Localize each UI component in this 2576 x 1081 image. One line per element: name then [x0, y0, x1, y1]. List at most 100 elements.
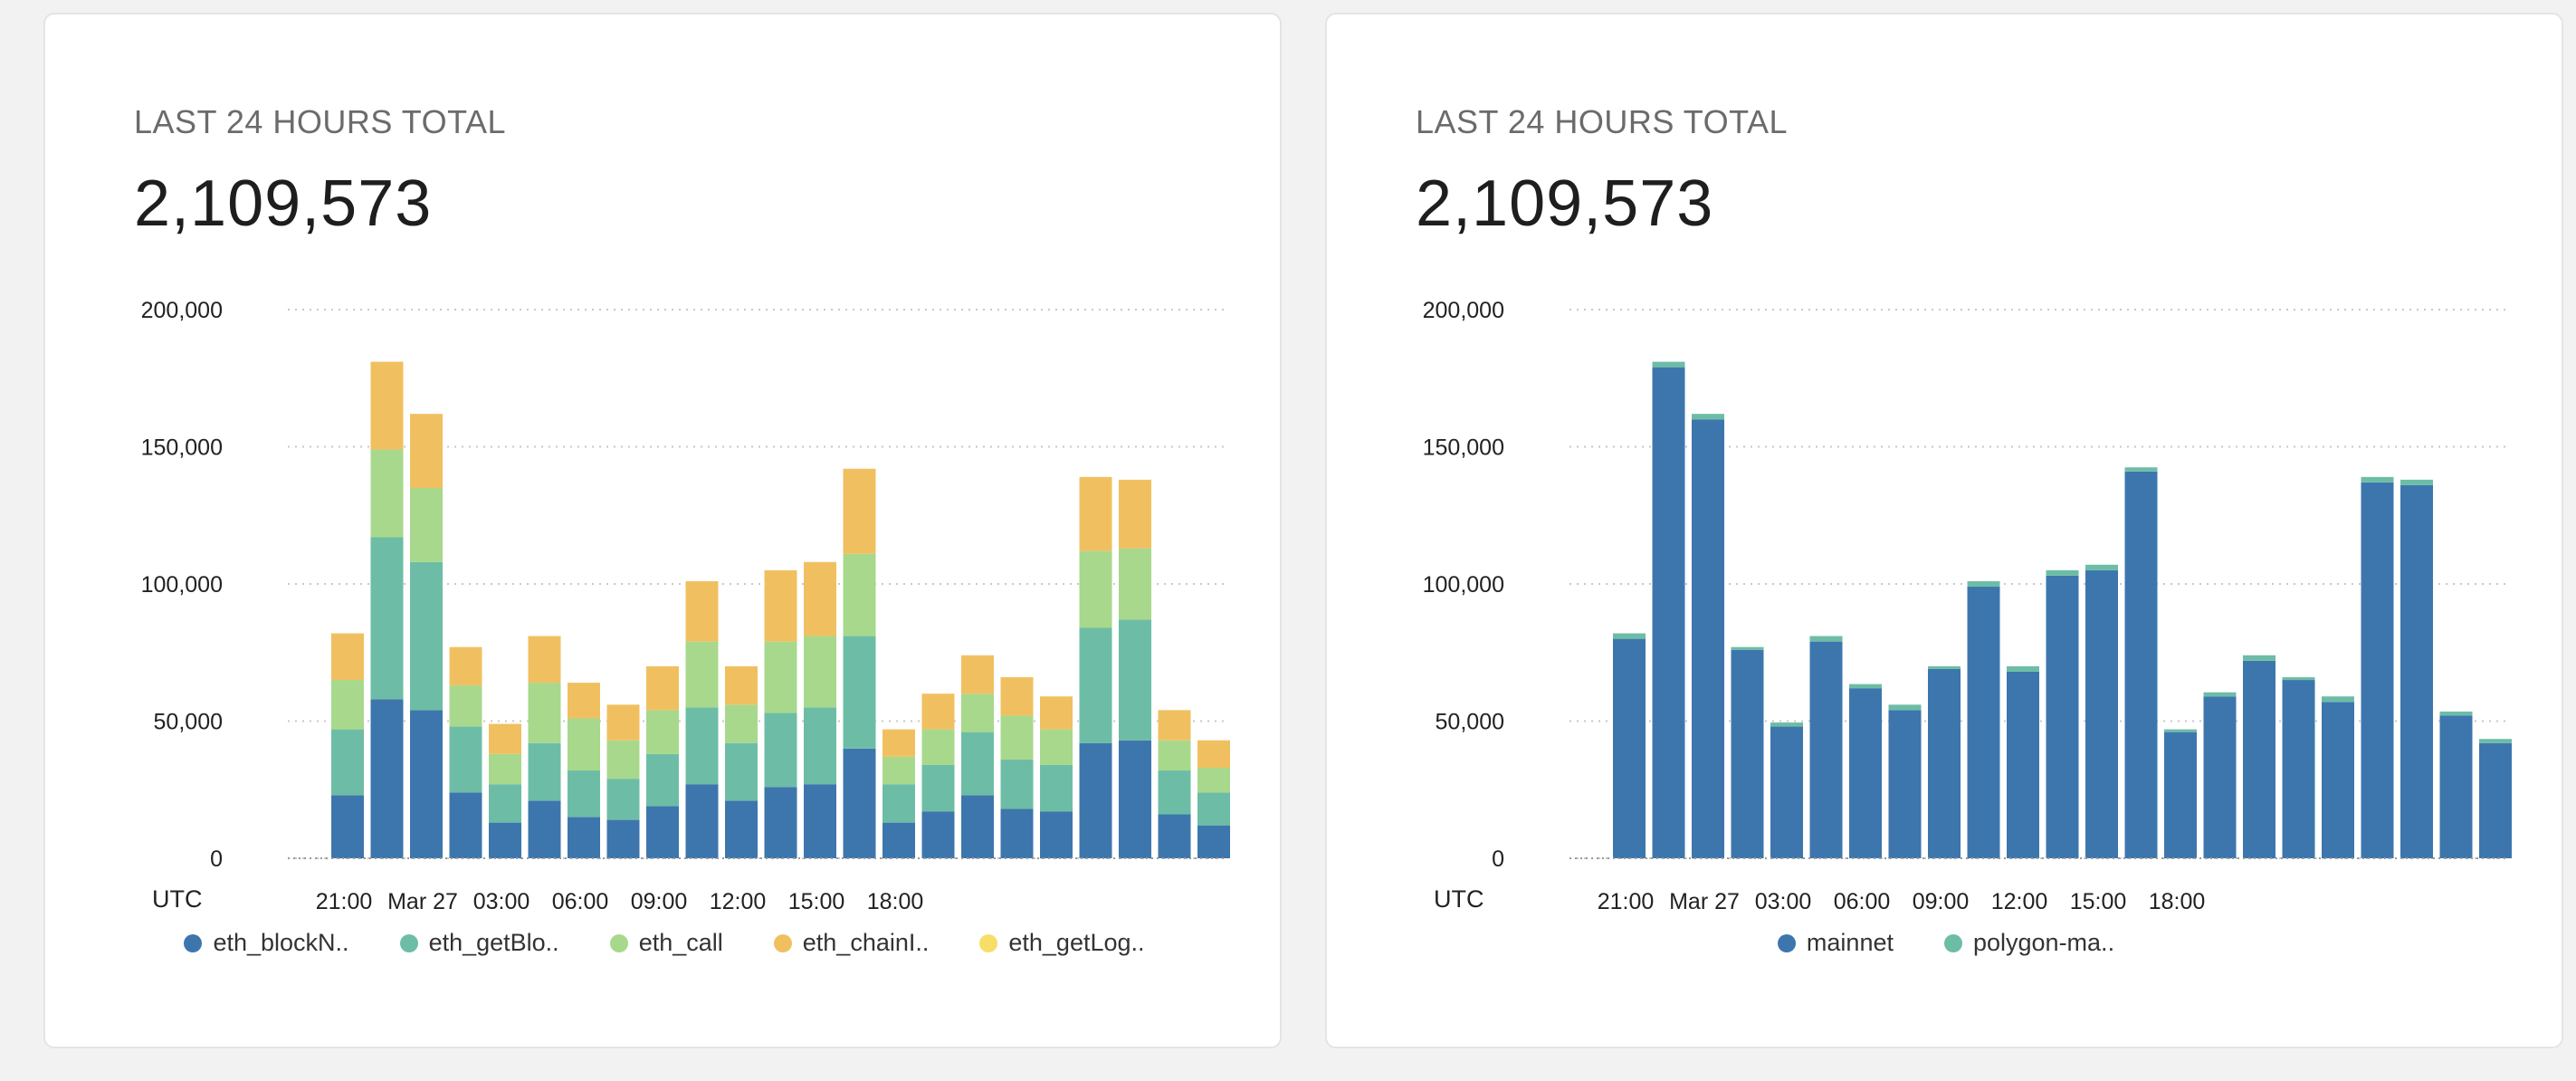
bar-segment-mainnet[interactable]	[1692, 419, 1724, 858]
bar-segment-polygon-ma-[interactable]	[2282, 677, 2315, 681]
bar-segment-eth-chaini-[interactable]	[685, 580, 719, 642]
bar-segment-eth-getblo-[interactable]	[1158, 770, 1191, 815]
bar-segment-mainnet[interactable]	[2203, 696, 2237, 858]
bar-segment-eth-chaini-[interactable]	[1040, 696, 1073, 730]
bar-segment-eth-getblo-[interactable]	[606, 779, 640, 820]
bar-segment-eth-chaini-[interactable]	[883, 729, 915, 757]
bar-segment-polygon-ma-[interactable]	[1652, 361, 1685, 368]
bar-segment-mainnet[interactable]	[2085, 569, 2118, 858]
bar-segment-eth-blockn-[interactable]	[685, 784, 719, 858]
legend-item[interactable]: eth_getBlo..	[399, 929, 559, 957]
bar-segment-eth-blockn-[interactable]	[961, 795, 994, 858]
bar-segment-eth-getblo-[interactable]	[568, 770, 600, 818]
bar-segment-eth-blockn-[interactable]	[568, 817, 600, 858]
legend-item[interactable]: mainnet	[1777, 929, 1894, 957]
bar-segment-eth-call[interactable]	[764, 641, 797, 713]
bar-segment-eth-getblo-[interactable]	[804, 707, 836, 785]
bar-segment-mainnet[interactable]	[2164, 732, 2197, 858]
bar-segment-eth-getblo-[interactable]	[961, 732, 994, 796]
bar-segment-eth-call[interactable]	[1197, 768, 1230, 793]
bar-segment-eth-getblo-[interactable]	[449, 726, 482, 793]
legend-item[interactable]: eth_blockN..	[184, 929, 349, 957]
bar-segment-eth-getblo-[interactable]	[1040, 764, 1073, 812]
bar-segment-eth-blockn-[interactable]	[331, 795, 364, 858]
bar-segment-polygon-ma-[interactable]	[2439, 711, 2473, 716]
bar-segment-mainnet[interactable]	[2243, 660, 2275, 858]
bar-segment-eth-blockn-[interactable]	[725, 800, 758, 858]
bar-segment-eth-chaini-[interactable]	[725, 665, 758, 705]
bar-segment-mainnet[interactable]	[2400, 484, 2433, 858]
bar-segment-eth-getblo-[interactable]	[331, 729, 364, 796]
bar-segment-eth-getblo-[interactable]	[685, 707, 719, 785]
bar-segment-eth-blockn-[interactable]	[921, 811, 955, 858]
bar-segment-eth-getblo-[interactable]	[1000, 759, 1034, 809]
bar-segment-eth-call[interactable]	[843, 553, 876, 636]
bar-segment-eth-blockn-[interactable]	[804, 784, 836, 858]
bar-segment-eth-blockn-[interactable]	[1119, 740, 1151, 858]
bar-segment-mainnet[interactable]	[1928, 668, 1961, 858]
legend-item[interactable]: eth_call	[609, 929, 723, 957]
bar-segment-polygon-ma-[interactable]	[1731, 646, 1764, 650]
bar-segment-eth-chaini-[interactable]	[843, 468, 876, 554]
legend-item[interactable]: eth_chainI..	[773, 929, 929, 957]
bar-segment-mainnet[interactable]	[1770, 726, 1803, 858]
bar-segment-mainnet[interactable]	[2282, 680, 2315, 858]
bar-segment-polygon-ma-[interactable]	[2007, 665, 2039, 672]
bar-segment-eth-chaini-[interactable]	[568, 683, 600, 719]
bar-segment-eth-chaini-[interactable]	[528, 636, 561, 684]
bar-segment-eth-getblo-[interactable]	[843, 636, 876, 749]
bar-segment-eth-call[interactable]	[725, 704, 758, 743]
bar-segment-eth-getblo-[interactable]	[883, 784, 915, 823]
bar-segment-eth-blockn-[interactable]	[606, 819, 640, 858]
bar-segment-eth-blockn-[interactable]	[764, 787, 797, 858]
bar-segment-eth-getblo-[interactable]	[764, 713, 797, 788]
bar-segment-eth-call[interactable]	[410, 487, 443, 562]
bar-segment-polygon-ma-[interactable]	[2322, 696, 2354, 703]
bar-segment-eth-blockn-[interactable]	[1000, 808, 1034, 858]
bar-segment-polygon-ma-[interactable]	[2203, 692, 2237, 697]
bar-segment-mainnet[interactable]	[1849, 688, 1882, 858]
bar-segment-polygon-ma-[interactable]	[1809, 636, 1843, 642]
bar-segment-eth-call[interactable]	[370, 449, 404, 538]
bar-segment-eth-call[interactable]	[1079, 550, 1112, 628]
bar-segment-mainnet[interactable]	[2361, 482, 2394, 858]
bar-segment-polygon-ma-[interactable]	[2361, 476, 2394, 483]
bar-segment-mainnet[interactable]	[1967, 587, 2000, 858]
bar-segment-eth-blockn-[interactable]	[489, 822, 521, 858]
bar-segment-eth-blockn-[interactable]	[1197, 825, 1230, 858]
bar-segment-eth-call[interactable]	[961, 694, 994, 732]
bar-segment-eth-chaini-[interactable]	[1197, 740, 1230, 769]
bar-segment-eth-getblo-[interactable]	[646, 753, 679, 807]
bar-segment-polygon-ma-[interactable]	[2085, 564, 2118, 570]
bar-segment-polygon-ma-[interactable]	[2400, 479, 2433, 485]
bar-segment-eth-blockn-[interactable]	[1079, 742, 1112, 858]
bar-segment-eth-blockn-[interactable]	[843, 748, 876, 858]
bar-segment-mainnet[interactable]	[2439, 715, 2473, 858]
bar-segment-eth-call[interactable]	[489, 753, 521, 785]
bar-segment-eth-getblo-[interactable]	[725, 742, 758, 801]
bar-segment-eth-call[interactable]	[804, 636, 836, 708]
bar-segment-eth-call[interactable]	[1119, 548, 1151, 620]
bar-segment-eth-call[interactable]	[646, 710, 679, 754]
bar-segment-eth-chaini-[interactable]	[961, 655, 994, 694]
bar-segment-eth-chaini-[interactable]	[1079, 476, 1112, 551]
bar-segment-eth-getblo-[interactable]	[1079, 627, 1112, 743]
bar-segment-polygon-ma-[interactable]	[1967, 580, 2000, 588]
bar-segment-eth-call[interactable]	[528, 683, 561, 743]
bar-segment-polygon-ma-[interactable]	[2164, 729, 2197, 732]
bar-segment-polygon-ma-[interactable]	[1928, 665, 1961, 669]
bar-segment-eth-getblo-[interactable]	[370, 537, 404, 700]
bar-segment-eth-getblo-[interactable]	[921, 764, 955, 812]
bar-segment-eth-blockn-[interactable]	[449, 792, 482, 858]
bar-segment-polygon-ma-[interactable]	[1849, 684, 1882, 689]
bar-segment-eth-blockn-[interactable]	[370, 699, 404, 858]
bar-segment-polygon-ma-[interactable]	[2124, 467, 2158, 472]
bar-segment-eth-call[interactable]	[331, 680, 364, 730]
bar-segment-eth-chaini-[interactable]	[804, 561, 836, 636]
bar-segment-mainnet[interactable]	[2124, 471, 2158, 858]
bar-segment-eth-blockn-[interactable]	[883, 822, 915, 858]
bar-segment-eth-getblo-[interactable]	[410, 561, 443, 711]
bar-segment-mainnet[interactable]	[1613, 638, 1646, 858]
bar-segment-mainnet[interactable]	[1888, 710, 1922, 858]
bar-segment-eth-call[interactable]	[449, 685, 482, 727]
